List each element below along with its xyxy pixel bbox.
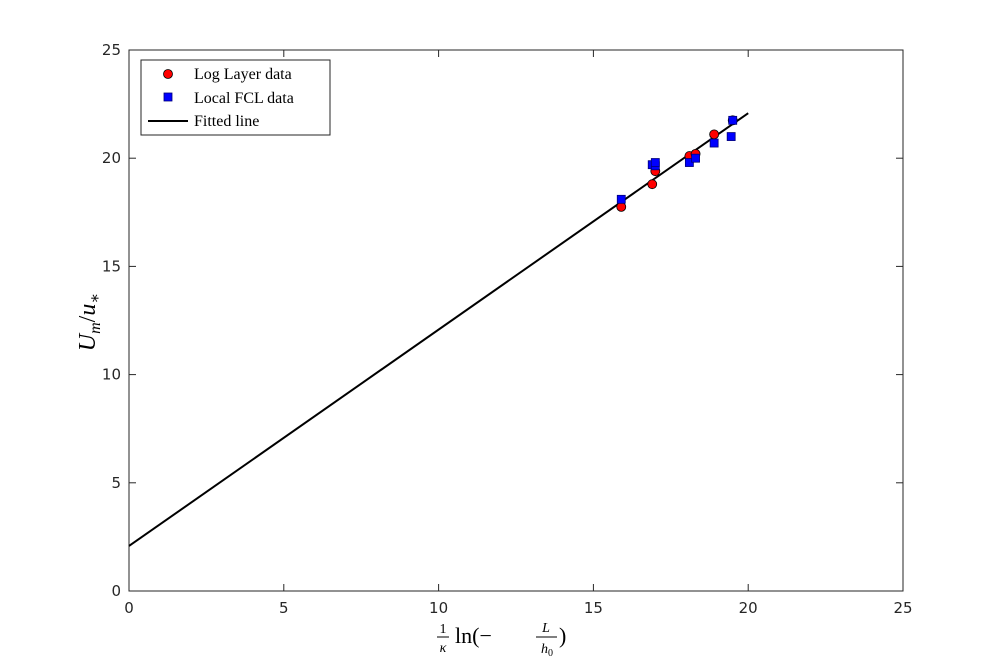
axes-box (128, 49, 904, 592)
legend-marker-local-fcl (163, 92, 173, 102)
y-label-U-subscript: m (87, 322, 104, 334)
x-axis-label: 1 κ ln(− L h0 ) (437, 621, 566, 659)
y-tick-label: 5 (111, 474, 121, 492)
legend: Log Layer data Local FCL data Fitted lin… (140, 59, 331, 136)
x-label-inner-numerator: L (541, 621, 550, 636)
local-fcl-point (709, 138, 719, 148)
x-tick-label: 25 (893, 599, 912, 617)
y-tick-label: 25 (102, 41, 121, 59)
x-label-inner-denominator: h0 (541, 642, 553, 659)
x-tick-label: 10 (429, 599, 448, 617)
legend-label-log-layer: Log Layer data (194, 66, 292, 83)
x-label-h-subscript: 0 (548, 648, 553, 659)
x-tick-label: 15 (584, 599, 603, 617)
svg-text:Um/u∗: Um/u∗ (75, 293, 104, 351)
log-layer-point (616, 201, 627, 212)
legend-marker-log-layer (163, 69, 173, 79)
x-label-ln-open: ln(− (455, 623, 492, 648)
x-label-frac-numerator: 1 (440, 622, 447, 637)
y-axis-label: Um/u∗ (75, 293, 104, 351)
y-tick-label: 20 (102, 149, 121, 167)
log-layer-point (709, 129, 720, 140)
y-tick-label: 15 (102, 257, 121, 275)
plot-area: 0 5 10 15 20 25 0 5 10 15 20 25 (102, 41, 913, 617)
y-label-u-subscript: ∗ (87, 293, 104, 304)
x-label-h: h (541, 642, 548, 657)
local-fcl-point (691, 153, 700, 163)
local-fcl-point (616, 194, 626, 204)
x-label-frac-denominator: κ (440, 641, 447, 656)
y-label-slash: / (75, 315, 101, 322)
log-layer-point (647, 179, 658, 190)
y-label-u: u (75, 304, 101, 316)
x-tick-label: 5 (279, 599, 289, 617)
x-tick-label: 0 (124, 599, 134, 617)
fit-layer (128, 112, 749, 547)
y-tick-label: 0 (111, 582, 121, 600)
x-label-close-paren: ) (559, 623, 566, 648)
legend-label-fitted: Fitted line (194, 113, 259, 130)
x-tick-label: 20 (739, 599, 758, 617)
fitted-line (128, 112, 749, 547)
local-fcl-point (726, 132, 736, 141)
local-fcl-point (650, 158, 660, 167)
y-tick-label: 10 (102, 366, 121, 384)
y-label-U: U (75, 332, 101, 351)
marker-layer (616, 115, 738, 212)
legend-label-local-fcl: Local FCL data (194, 90, 294, 107)
tick-layer: 0 5 10 15 20 25 0 5 10 15 20 25 (102, 41, 913, 617)
local-fcl-point (728, 115, 738, 125)
